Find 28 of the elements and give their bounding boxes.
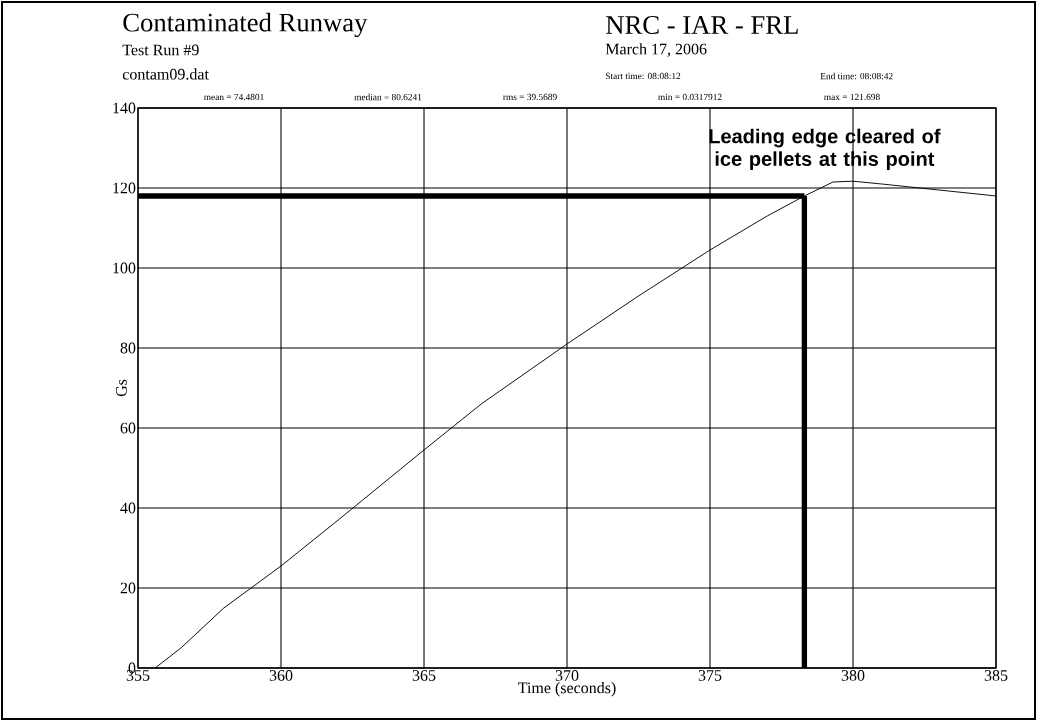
- x-tick-label: 375: [698, 670, 722, 681]
- annotation: Leading edge cleared of ice pellets at this point: [709, 128, 941, 170]
- text: mean = 74.4801: [203, 93, 264, 101]
- text: min = 0.0317912: [658, 93, 722, 101]
- text: max = 121.698: [824, 93, 880, 101]
- text: median = 80.6241: [354, 93, 422, 101]
- text: Start time: 08:08:12: [605, 72, 681, 80]
- y-tick-label: 120: [113, 182, 136, 194]
- y-tick-label: 20: [120, 582, 136, 594]
- y-tick-label: 40: [120, 502, 136, 514]
- text: End time: 08:08:42: [820, 72, 893, 80]
- y-tick-label: 140: [113, 102, 136, 114]
- x-tick-label: 380: [841, 670, 865, 681]
- x-tick-label: 365: [412, 670, 436, 681]
- y-tick-label: 80: [120, 342, 136, 354]
- text: March 17, 2006: [605, 43, 707, 57]
- y-tick-label: 100: [113, 262, 136, 274]
- text: rms = 39.5689: [503, 93, 557, 101]
- text: contam09.dat: [122, 68, 209, 80]
- text: NRC - IAR - FRL: [606, 16, 798, 34]
- x-tick-label: 385: [984, 670, 1008, 681]
- x-tick-label: 360: [269, 670, 293, 681]
- x-axis-title: Time (seconds): [518, 681, 616, 697]
- chart-title: Contaminated Runway: [123, 12, 368, 38]
- chart-subtitle: Test Run #9: [122, 44, 199, 56]
- x-tick-label: 370: [555, 670, 579, 681]
- y-tick-label: 60: [120, 422, 136, 434]
- y-axis-title: Gs: [116, 379, 127, 397]
